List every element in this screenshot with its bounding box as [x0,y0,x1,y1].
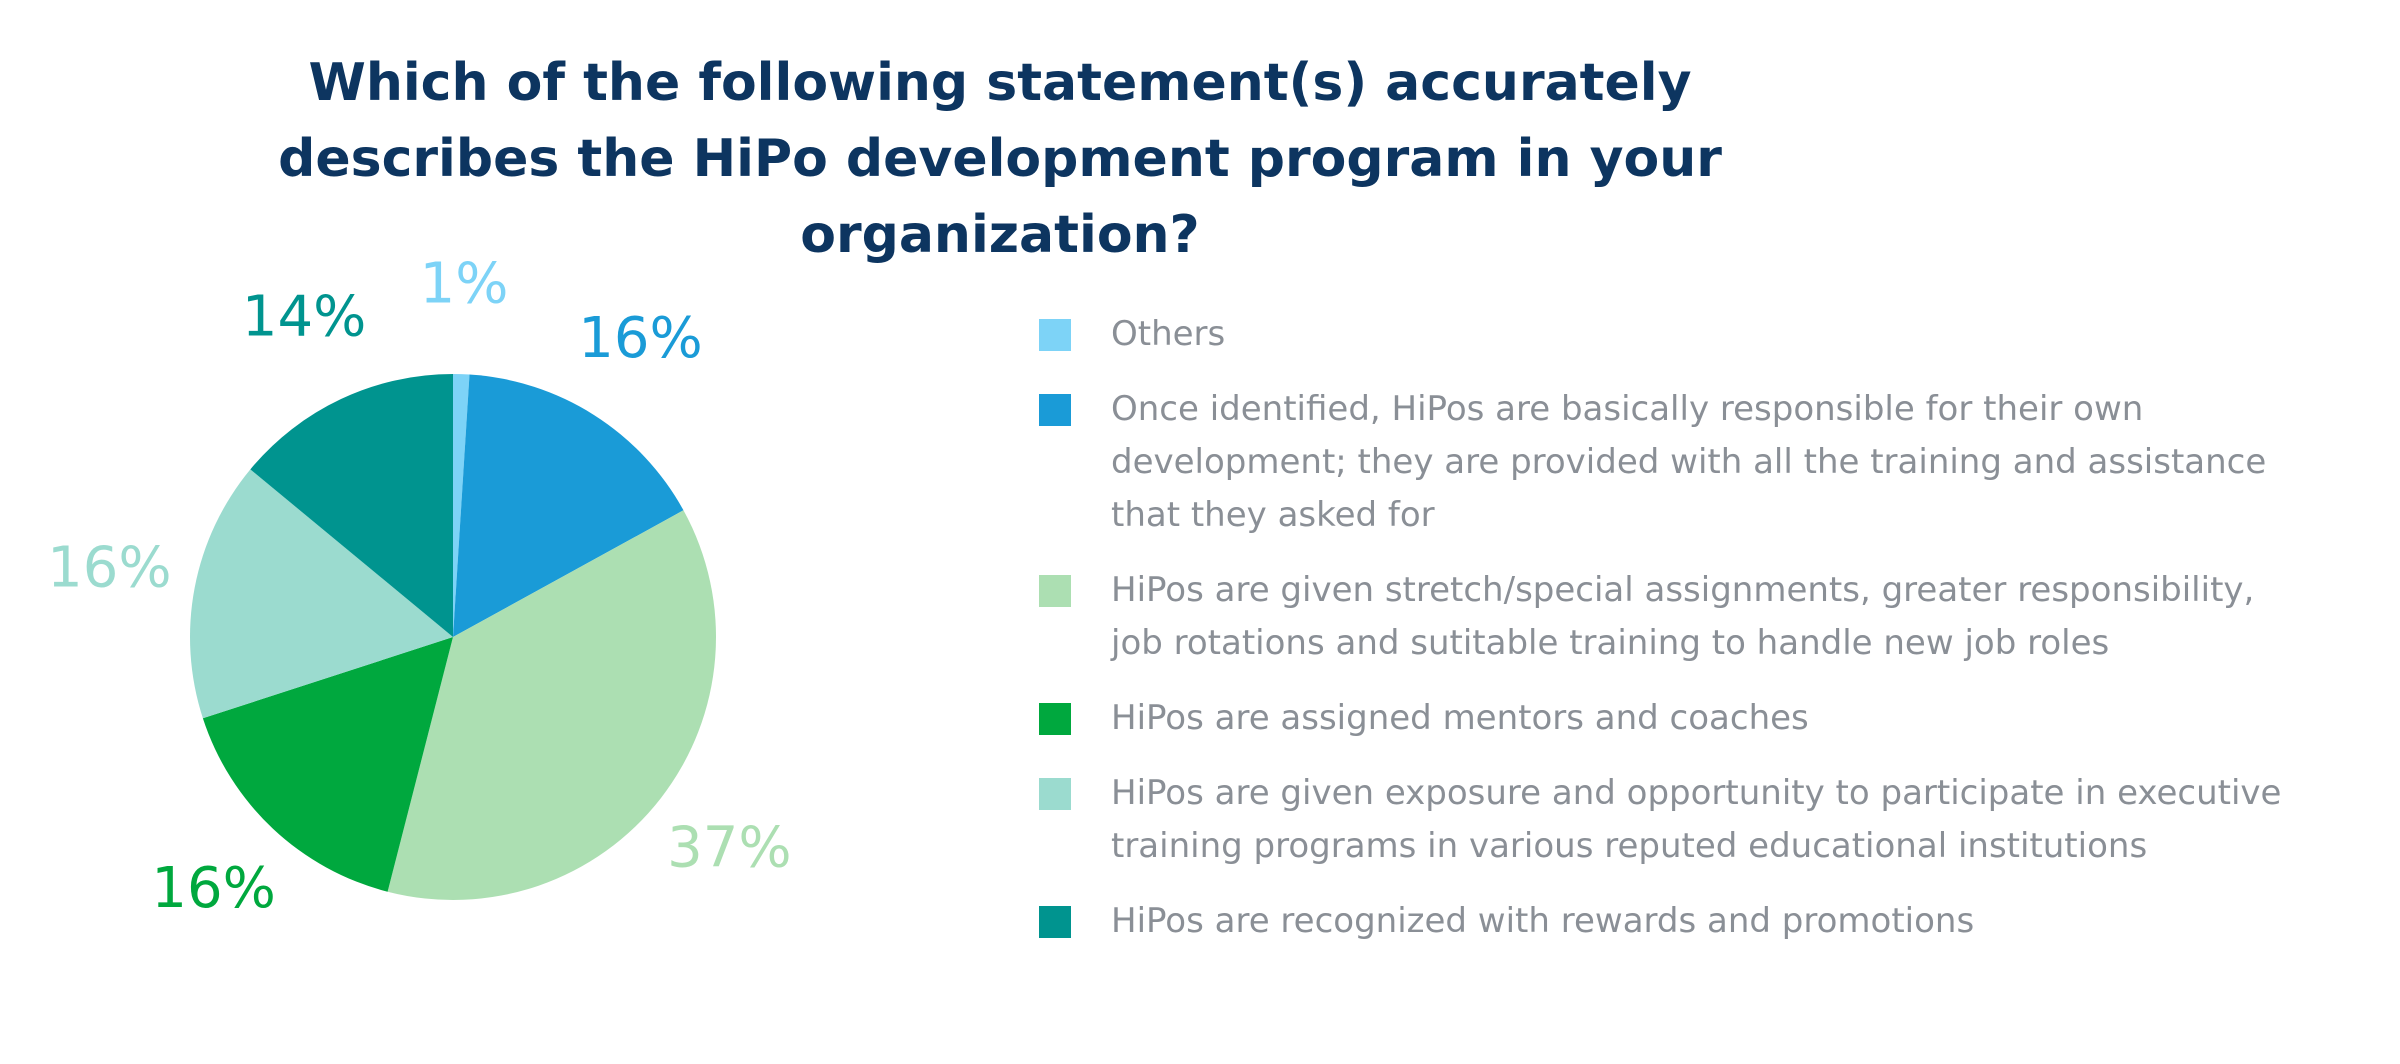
legend-item: HiPos are given stretch/special assignme… [1039,564,2299,670]
legend-swatch [1039,906,1071,938]
legend-label: Others [1111,314,1226,354]
data-label: 16% [47,536,171,601]
data-label: 16% [578,306,702,371]
pie-slice [189,469,453,719]
legend-label: HiPos are given exposure and opportunity… [1111,773,2282,866]
legend-item: HiPos are given exposure and opportunity… [1039,767,2299,873]
legend-item: Once identified, HiPos are basically res… [1039,383,2299,542]
pie-slice [453,374,684,637]
pie-slice [453,374,470,637]
data-label: 14% [242,285,366,350]
legend-label: HiPos are assigned mentors and coaches [1111,698,1809,738]
legend-item: HiPos are recognized with rewards and pr… [1039,895,2299,948]
legend-item: Others [1039,308,2299,361]
data-label: 37% [667,816,791,881]
legend-swatch [1039,778,1071,810]
legend-label: HiPos are given stretch/special assignme… [1111,570,2255,663]
data-label: 16% [151,856,275,921]
data-label: 1% [420,252,509,317]
pie-slice [202,637,453,892]
legend-item: HiPos are assigned mentors and coaches [1039,692,2299,745]
legend-swatch [1039,319,1071,351]
legend: Others Once identified, HiPos are basical… [1039,308,2299,970]
legend-swatch [1039,394,1071,426]
pie-slice [250,374,453,637]
chart-title: Which of the following statement(s) accu… [278,53,1722,265]
pie-slice [387,510,716,900]
legend-label: Once identified, HiPos are basically res… [1111,389,2267,535]
legend-swatch [1039,703,1071,735]
legend-swatch [1039,575,1071,607]
legend-label: HiPos are recognized with rewards and pr… [1111,901,1975,941]
